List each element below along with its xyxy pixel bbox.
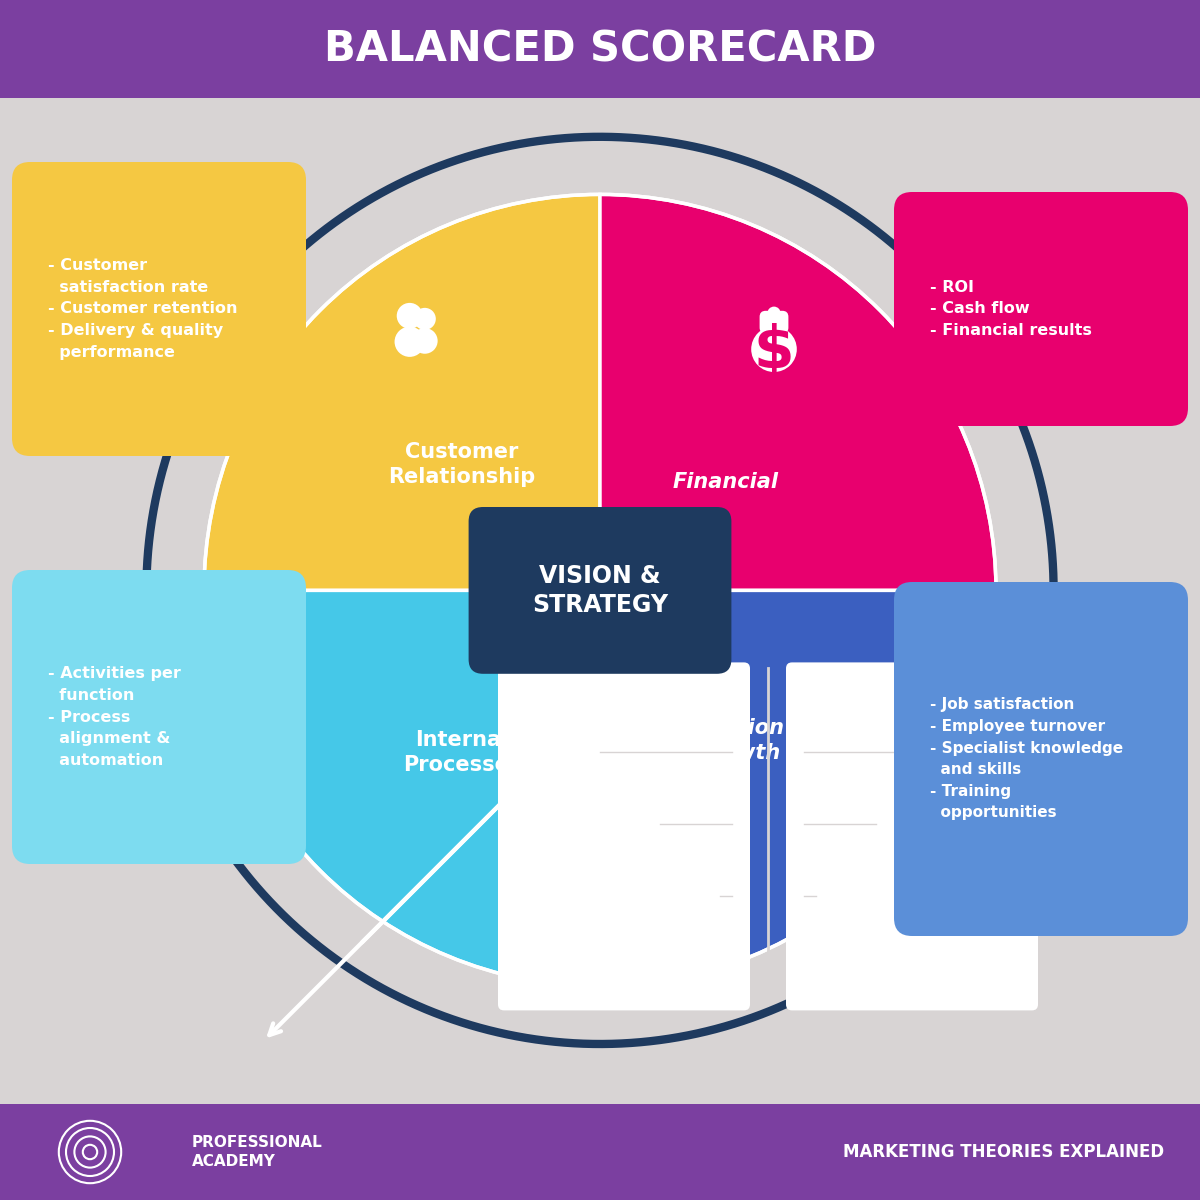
Circle shape [397, 302, 422, 329]
FancyBboxPatch shape [760, 311, 788, 334]
Text: Internal
Processes: Internal Processes [403, 730, 521, 775]
Ellipse shape [395, 326, 425, 356]
FancyBboxPatch shape [894, 582, 1188, 936]
Wedge shape [204, 194, 600, 590]
Bar [0, 1104, 1200, 1200]
Ellipse shape [412, 328, 438, 354]
Text: MARKETING THEORIES EXPLAINED: MARKETING THEORIES EXPLAINED [842, 1142, 1164, 1162]
Text: $: $ [754, 323, 794, 380]
Text: Customer
Relationship: Customer Relationship [389, 442, 535, 487]
Text: Education
& growth: Education & growth [667, 718, 785, 763]
Text: Financial: Financial [673, 473, 779, 492]
FancyBboxPatch shape [12, 162, 306, 456]
Text: PROFESSIONAL
ACADEMY: PROFESSIONAL ACADEMY [192, 1135, 323, 1169]
Circle shape [768, 306, 781, 319]
Polygon shape [770, 312, 778, 317]
Wedge shape [600, 590, 996, 986]
FancyBboxPatch shape [12, 570, 306, 864]
Polygon shape [778, 312, 785, 317]
FancyBboxPatch shape [498, 662, 750, 1010]
Circle shape [414, 308, 436, 330]
Text: BALANCED SCORECARD: BALANCED SCORECARD [324, 28, 876, 70]
Wedge shape [600, 194, 996, 590]
FancyBboxPatch shape [894, 192, 1188, 426]
Bar [0, 0, 1200, 98]
Text: - Activities per
  function
- Process
  alignment &
  automation: - Activities per function - Process alig… [48, 666, 181, 768]
Text: - Job satisfaction
- Employee turnover
- Specialist knowledge
  and skills
- Tra: - Job satisfaction - Employee turnover -… [930, 697, 1123, 821]
Text: - ROI
- Cash flow
- Financial results: - ROI - Cash flow - Financial results [930, 280, 1092, 338]
Wedge shape [204, 590, 600, 986]
Text: VISION &
STRATEGY: VISION & STRATEGY [532, 564, 668, 617]
Polygon shape [763, 312, 772, 317]
Ellipse shape [751, 326, 797, 372]
FancyBboxPatch shape [468, 506, 731, 673]
Text: - Customer
  satisfaction rate
- Customer retention
- Delivery & quality
  perfo: - Customer satisfaction rate - Customer … [48, 258, 238, 360]
FancyBboxPatch shape [786, 662, 1038, 1010]
